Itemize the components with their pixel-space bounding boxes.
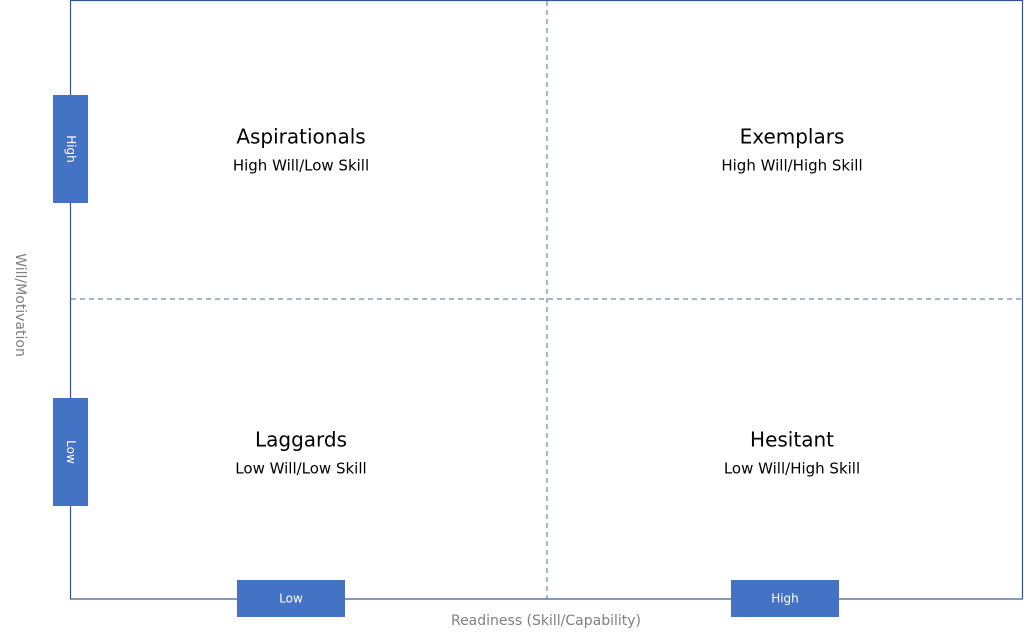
y-level-box (53, 95, 88, 203)
quadrant-title: Exemplars (740, 125, 845, 149)
y-level-box (53, 398, 88, 506)
y-level-label: Low (64, 440, 78, 464)
quadrant-title: Hesitant (750, 428, 834, 452)
quadrant-title: Laggards (255, 428, 347, 452)
x-axis-label: Readiness (Skill/Capability) (451, 613, 641, 629)
x-level-label: High (771, 592, 799, 606)
x-level-box (731, 580, 839, 617)
y-axis-label: Will/Motivation (12, 253, 28, 357)
quadrant-subtitle: High Will/Low Skill (233, 157, 369, 175)
quadrant-subtitle: Low Will/Low Skill (235, 460, 366, 478)
x-level-box (237, 580, 345, 617)
quadrant-subtitle: Low Will/High Skill (724, 460, 860, 478)
quadrant-title: Aspirationals (236, 125, 365, 149)
y-level-label: High (64, 135, 78, 163)
x-level-label: Low (279, 592, 303, 606)
quadrant-subtitle: High Will/High Skill (721, 157, 862, 175)
